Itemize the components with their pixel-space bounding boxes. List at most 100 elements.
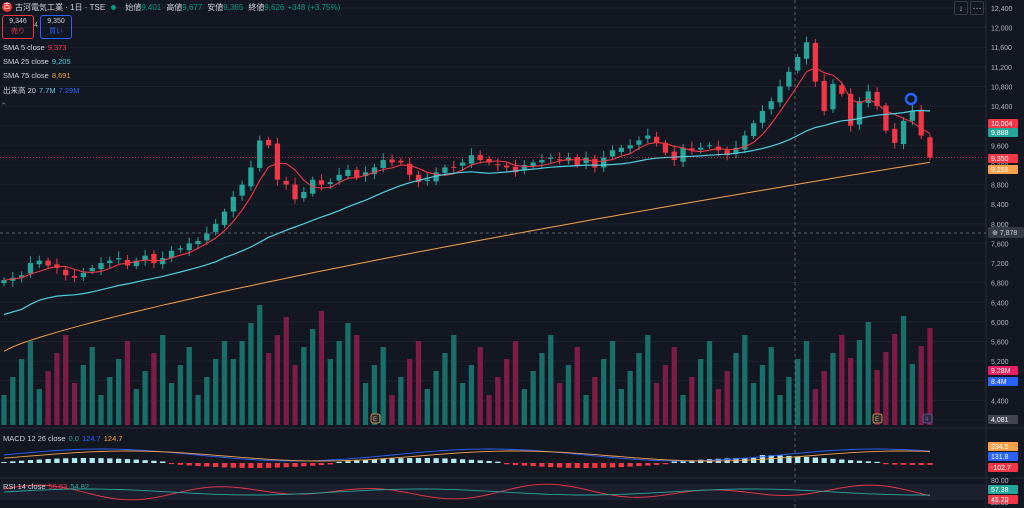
rsi-legend[interactable]: RSI 14 close 56.53 54.82 (3, 482, 90, 491)
volume-bar (98, 395, 104, 425)
sma25-legend[interactable]: SMA 25 close 9,205 (3, 57, 71, 66)
crosshair-price-label: ⊕ 7,878 (992, 230, 1017, 237)
rsi-tick-label: 20.00 (991, 500, 1009, 507)
candle-body (18, 275, 25, 278)
sma5-legend[interactable]: SMA 5 close 9,373 (3, 43, 67, 52)
macd-histogram-bar (89, 458, 95, 463)
candle-body (592, 158, 598, 168)
volume-bar (327, 359, 333, 425)
candle-body (186, 243, 192, 251)
macd-histogram-bar (459, 459, 466, 463)
volume-bar (918, 346, 924, 425)
volume-bar (636, 353, 642, 425)
volume-bar (89, 347, 95, 425)
collapse-legend-icon[interactable]: ⌃ (0, 101, 8, 111)
scroll-down-icon[interactable]: ↓ (954, 1, 968, 15)
axis-price-tag-label: 234.5 (991, 444, 1009, 451)
macd-histogram-bar (407, 458, 413, 463)
candle-body (415, 174, 422, 183)
macd-histogram-bar (451, 458, 457, 463)
macd-histogram-bar (477, 460, 483, 463)
axis-price-tag-label: 9,888 (991, 130, 1009, 137)
volume-bar (389, 395, 395, 425)
price-tick-label: 6,800 (991, 281, 1009, 288)
macd-histogram-bar (856, 460, 863, 463)
macd-histogram-bar (521, 463, 527, 466)
candle-body (283, 180, 289, 185)
macd-histogram-bar (415, 458, 422, 463)
candle-body (1, 280, 7, 284)
macd-histogram-bar (36, 459, 42, 463)
macd-histogram-bar (54, 458, 60, 463)
earnings-marker-label: 4 (925, 417, 929, 423)
axis-price-tag (988, 128, 1018, 137)
candle-body (89, 267, 95, 272)
volume-bar (451, 335, 457, 425)
macd-histogram-bar (257, 463, 263, 468)
candle-body (821, 80, 827, 111)
macd-histogram-bar (398, 458, 404, 463)
price-tick-label: 11,200 (991, 65, 1012, 72)
volume-legend[interactable]: 出来高 20 7.7M 7.29M (3, 86, 80, 95)
candle-body (847, 93, 854, 126)
candle-body (909, 111, 916, 121)
macd-histogram-bar (186, 463, 192, 466)
macd-histogram-bar (389, 458, 395, 463)
axis-price-tag (988, 366, 1018, 375)
sma75-legend[interactable]: SMA 75 close 8,691 (3, 71, 71, 80)
macd-histogram-bar (504, 463, 510, 465)
macd-histogram-bar (821, 458, 827, 463)
candle-body (336, 174, 342, 181)
map-pin-icon (904, 92, 918, 106)
volume-bar (301, 347, 307, 425)
volume-bar (927, 328, 933, 425)
candle-body (671, 151, 677, 161)
buy-button[interactable]: 9,350 買い (40, 15, 72, 39)
macd-legend[interactable]: MACD 12 26 close 0.0 124.7 124.7 (3, 434, 123, 443)
low-value: 9,365 (223, 2, 244, 12)
sma25-line (3, 109, 931, 316)
candle-body (116, 258, 122, 260)
candle-body (345, 169, 351, 176)
sell-button[interactable]: 9,346 売り (2, 15, 34, 39)
price-tick-label: 4,400 (991, 398, 1009, 405)
volume-bar (27, 341, 34, 425)
volume-bar (362, 383, 369, 425)
candle-body (177, 248, 184, 250)
volume-bar (821, 371, 827, 425)
candle-body (742, 135, 748, 150)
candle-body (839, 85, 845, 94)
volume-bar (213, 359, 219, 425)
candle-body (874, 91, 880, 107)
volume-bar (310, 329, 316, 425)
macd-histogram-bar (574, 463, 580, 468)
price-tick-label: 7,600 (991, 241, 1009, 248)
more-menu-icon[interactable]: ⋯ (970, 1, 984, 15)
axis-price-tag (988, 377, 1018, 386)
macd-histogram-bar (274, 463, 281, 468)
candle-body (451, 166, 457, 168)
earnings-marker-icon (370, 413, 381, 424)
candle-body (900, 120, 907, 145)
volume-bar (424, 389, 430, 425)
axis-price-tag-label: 8.4M (991, 379, 1007, 386)
axis-price-tag (988, 452, 1018, 461)
candle-body (71, 275, 78, 278)
volume-bar (54, 353, 60, 425)
axis-price-tag-label: 9.28M (991, 368, 1011, 375)
candle-body (239, 184, 245, 196)
axis-price-tag-label: 9,350 (991, 156, 1009, 163)
axis-price-tag-label: 45.70 (991, 497, 1009, 504)
candle-body (662, 142, 669, 153)
candle-body (45, 260, 51, 266)
macd-histogram-bar (63, 458, 69, 463)
symbol-title[interactable]: 古河電気工業 · 1日 · TSE (15, 2, 106, 12)
macd-histogram-bar (689, 460, 695, 463)
candle-body (265, 139, 272, 146)
volume-bar (539, 353, 545, 425)
volume-bar (803, 341, 810, 425)
volume-bar (371, 365, 378, 425)
axis-price-tag (988, 485, 1018, 494)
sma5-line (3, 67, 931, 281)
